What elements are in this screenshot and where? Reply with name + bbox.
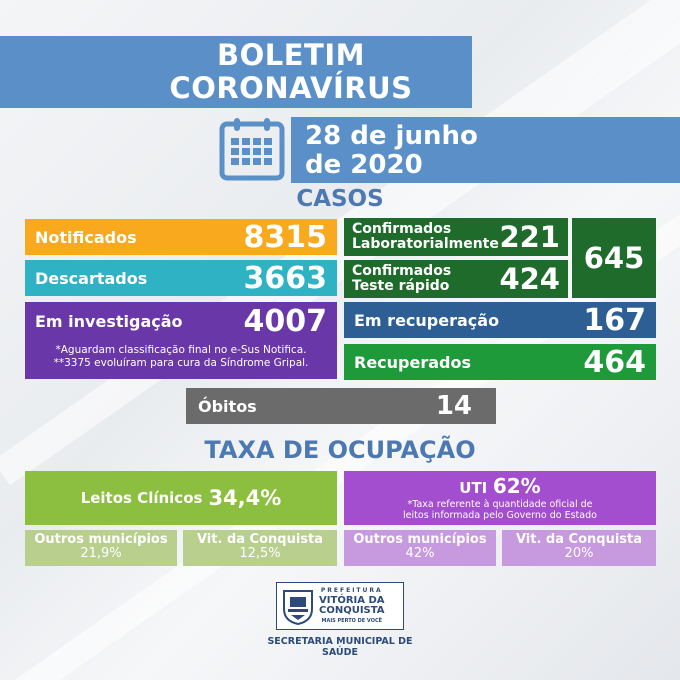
investigacao-note-1: *Aguardam classificação final no e-Sus N… bbox=[55, 344, 307, 356]
casos-title: CASOS bbox=[296, 186, 384, 212]
uti-outros-box: Outros municípios 42% bbox=[344, 530, 496, 566]
investigacao-note-2: **3375 evoluíram para cura da Síndrome G… bbox=[53, 357, 309, 369]
uti-note-2: leitos informada pelo Governo do Estado bbox=[403, 510, 597, 521]
uti-label: UTI bbox=[459, 479, 488, 497]
notificados-label: Notificados bbox=[35, 227, 137, 247]
leitos-outros-box: Outros municípios 21,9% bbox=[25, 530, 177, 566]
secretaria-line-1: SECRETARIA MUNICIPAL DE bbox=[267, 636, 413, 647]
ocupacao-title: TAXA DE OCUPAÇÃO bbox=[204, 436, 476, 464]
date-banner: 28 de junho de 2020 bbox=[291, 117, 680, 183]
title-banner: BOLETIM CORONAVÍRUS bbox=[0, 36, 472, 108]
descartados-box: Descartados 3663 bbox=[25, 260, 337, 296]
uti-value: 62% bbox=[492, 474, 541, 498]
confirmados-total-value: 645 bbox=[583, 241, 645, 275]
logo-tagline: MAIS PERTO DE VOCÊ bbox=[321, 618, 383, 624]
uti-vit-label: Vit. da Conquista bbox=[515, 532, 643, 547]
em-investigacao-value: 4007 bbox=[243, 303, 328, 339]
date-line-1: 28 de junho bbox=[305, 121, 478, 151]
confirmados-lab-label-1: Confirmados bbox=[352, 221, 452, 237]
confirmados-rapido-label-2: Teste rápido bbox=[352, 278, 450, 294]
leitos-vit-label: Vit. da Conquista bbox=[196, 532, 324, 547]
city-crest-icon bbox=[283, 590, 313, 625]
confirmados-rapido-label-1: Confirmados bbox=[352, 263, 452, 279]
obitos-label: Óbitos bbox=[198, 396, 257, 416]
leitos-clinicos-label: Leitos Clínicos bbox=[80, 489, 203, 507]
uti-vit-box: Vit. da Conquista 20% bbox=[502, 530, 656, 566]
em-investigacao-box: Em investigação 4007 *Aguardam classific… bbox=[25, 302, 337, 379]
recuperados-box: Recuperados 464 bbox=[344, 344, 656, 380]
leitos-vit-box: Vit. da Conquista 12,5% bbox=[183, 530, 337, 566]
confirmados-rapido-box: Confirmados Teste rápido 424 bbox=[344, 260, 568, 298]
uti-outros-label: Outros municípios bbox=[353, 532, 487, 547]
prefeitura-logo: PREFEITURA VITÓRIA DA CONQUISTA MAIS PER… bbox=[276, 582, 404, 630]
notificados-box: Notificados 8315 bbox=[25, 219, 337, 255]
logo-line-3: CONQUISTA bbox=[319, 605, 385, 616]
logo-line-1: PREFEITURA bbox=[320, 587, 383, 594]
em-recuperacao-value: 167 bbox=[583, 302, 646, 338]
leitos-clinicos-box: Leitos Clínicos 34,4% bbox=[25, 471, 337, 525]
secretaria-label: SECRETARIA MUNICIPAL DE SAÚDE bbox=[240, 636, 440, 658]
confirmados-lab-box: Confirmados Laboratorialmente 221 bbox=[344, 218, 568, 256]
leitos-outros-label: Outros municípios bbox=[34, 532, 168, 547]
confirmados-lab-label-2: Laboratorialmente bbox=[352, 236, 499, 252]
em-recuperacao-label: Em recuperação bbox=[354, 310, 500, 330]
confirmados-rapido-value: 424 bbox=[499, 262, 560, 296]
confirmados-total-box: 645 bbox=[572, 218, 656, 298]
secretaria-line-2: SAÚDE bbox=[322, 647, 358, 658]
recuperados-label: Recuperados bbox=[354, 352, 472, 372]
descartados-value: 3663 bbox=[243, 260, 328, 296]
obitos-box: Óbitos 14 bbox=[186, 388, 496, 424]
descartados-label: Descartados bbox=[35, 268, 148, 288]
recuperados-value: 464 bbox=[583, 344, 646, 380]
leitos-outros-value: 21,9% bbox=[80, 546, 122, 561]
confirmados-lab-value: 221 bbox=[499, 220, 560, 254]
title-line-2: CORONAVÍRUS bbox=[169, 71, 413, 105]
notificados-value: 8315 bbox=[243, 219, 328, 255]
uti-note-1: *Taxa referente à quantidade oficial de bbox=[407, 499, 593, 510]
uti-box: UTI 62% *Taxa referente à quantidade ofi… bbox=[344, 471, 656, 525]
uti-outros-value: 42% bbox=[405, 546, 435, 561]
uti-vit-value: 20% bbox=[564, 546, 594, 561]
title-line-1: BOLETIM bbox=[217, 38, 365, 72]
leitos-vit-value: 12,5% bbox=[239, 546, 281, 561]
calendar-icon bbox=[219, 118, 285, 181]
logo-line-2: VITÓRIA DA bbox=[319, 595, 385, 606]
leitos-clinicos-value: 34,4% bbox=[208, 486, 282, 510]
em-investigacao-label: Em investigação bbox=[35, 311, 183, 331]
obitos-value: 14 bbox=[435, 391, 472, 421]
date-line-2: de 2020 bbox=[305, 150, 423, 180]
em-recuperacao-box: Em recuperação 167 bbox=[344, 302, 656, 338]
